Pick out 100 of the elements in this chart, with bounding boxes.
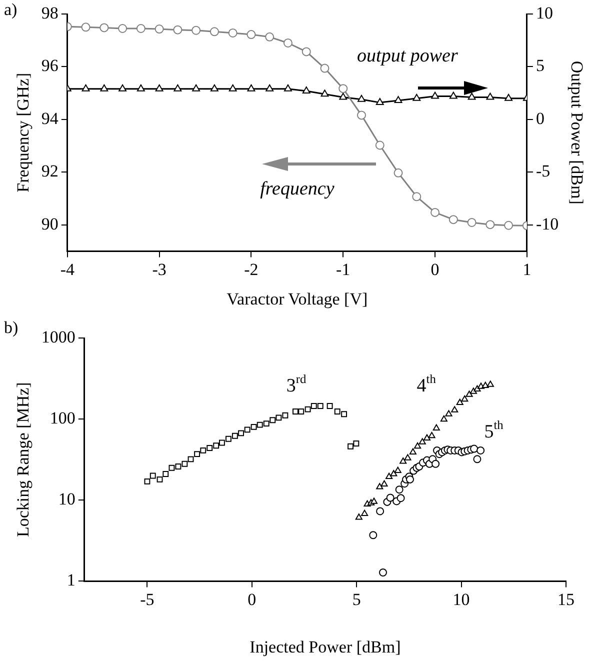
point bbox=[461, 395, 468, 402]
point bbox=[390, 470, 398, 476]
point bbox=[456, 398, 464, 405]
point bbox=[168, 464, 175, 471]
point bbox=[486, 92, 494, 100]
point bbox=[418, 438, 426, 444]
point bbox=[304, 406, 311, 412]
point bbox=[232, 432, 238, 439]
point bbox=[81, 22, 90, 32]
point bbox=[136, 84, 145, 92]
point bbox=[247, 84, 256, 92]
point bbox=[118, 84, 127, 92]
y-tick-label: 92 bbox=[41, 162, 58, 181]
point bbox=[466, 390, 473, 397]
y2-axis-title: Output Power [dBm] bbox=[567, 60, 586, 204]
point bbox=[154, 24, 164, 34]
x-tick-label: 15 bbox=[558, 590, 574, 609]
point bbox=[448, 215, 458, 224]
point bbox=[449, 92, 458, 99]
point bbox=[370, 498, 378, 504]
point bbox=[404, 454, 412, 460]
point bbox=[406, 475, 414, 484]
point bbox=[357, 110, 366, 120]
y-tick-label: 90 bbox=[41, 214, 58, 234]
x-axis-title: Injected Power [dBm] bbox=[250, 637, 401, 656]
point bbox=[376, 507, 384, 516]
point bbox=[334, 408, 340, 414]
point bbox=[394, 466, 402, 474]
point bbox=[265, 32, 274, 42]
point bbox=[238, 430, 244, 436]
x-tick-label: -1 bbox=[336, 260, 350, 279]
point bbox=[380, 480, 388, 487]
point bbox=[266, 84, 274, 92]
point bbox=[144, 478, 150, 484]
y-tick-label: 1000 bbox=[41, 327, 76, 346]
point bbox=[210, 84, 218, 92]
annotation: output power bbox=[357, 45, 458, 66]
text: b) bbox=[4, 318, 18, 337]
point bbox=[348, 443, 354, 450]
point bbox=[310, 403, 317, 409]
point bbox=[206, 444, 213, 451]
point bbox=[82, 84, 90, 92]
y-tick-label: 94 bbox=[41, 108, 59, 128]
point bbox=[302, 47, 311, 56]
y-tick-label: 98 bbox=[41, 3, 58, 22]
point bbox=[412, 192, 422, 202]
point bbox=[118, 24, 128, 33]
y-tick-label: 10 bbox=[58, 490, 76, 509]
point bbox=[218, 440, 225, 446]
point bbox=[173, 25, 182, 34]
point bbox=[386, 494, 394, 502]
point bbox=[276, 414, 282, 421]
point bbox=[282, 412, 288, 418]
point bbox=[414, 442, 422, 449]
point bbox=[100, 84, 108, 92]
point bbox=[256, 422, 263, 428]
x-tick-label: -3 bbox=[152, 260, 166, 279]
point bbox=[504, 94, 513, 101]
y-axis-title: Frequency [GHz] bbox=[14, 72, 33, 192]
point bbox=[440, 415, 448, 422]
point bbox=[409, 448, 416, 454]
point bbox=[486, 220, 495, 230]
point bbox=[396, 494, 405, 502]
y-tick-label: 1 bbox=[66, 570, 76, 590]
point bbox=[210, 27, 219, 36]
y-tick-label: 96 bbox=[41, 56, 58, 76]
x-tick-label: 0 bbox=[248, 590, 256, 609]
x-axis-title: Varactor Voltage [V] bbox=[226, 289, 368, 308]
text: a) bbox=[4, 0, 18, 19]
point bbox=[353, 440, 360, 446]
x-tick-label: 10 bbox=[452, 590, 470, 609]
point bbox=[338, 84, 348, 94]
point bbox=[213, 442, 220, 449]
point bbox=[228, 84, 237, 92]
point bbox=[355, 514, 362, 520]
point bbox=[192, 26, 201, 35]
point bbox=[378, 568, 387, 577]
annotation: frequency bbox=[260, 178, 335, 200]
point bbox=[317, 403, 324, 409]
point bbox=[194, 451, 200, 458]
point bbox=[250, 424, 257, 430]
point bbox=[162, 471, 169, 477]
y-tick-label: 100 bbox=[50, 408, 76, 428]
x-tick-label: -4 bbox=[60, 260, 75, 279]
point bbox=[188, 456, 194, 462]
x-tick-label: 5 bbox=[352, 590, 361, 609]
point bbox=[358, 94, 366, 102]
point bbox=[400, 457, 407, 464]
y-axis-title: Locking Range [MHz] bbox=[14, 382, 33, 538]
point bbox=[270, 417, 276, 424]
point bbox=[339, 92, 348, 100]
point bbox=[225, 436, 232, 442]
point bbox=[376, 483, 384, 490]
point bbox=[182, 460, 188, 467]
point bbox=[326, 403, 333, 409]
point bbox=[470, 388, 477, 394]
point bbox=[150, 472, 156, 479]
point bbox=[192, 84, 200, 92]
point bbox=[302, 86, 310, 94]
point bbox=[246, 30, 256, 40]
